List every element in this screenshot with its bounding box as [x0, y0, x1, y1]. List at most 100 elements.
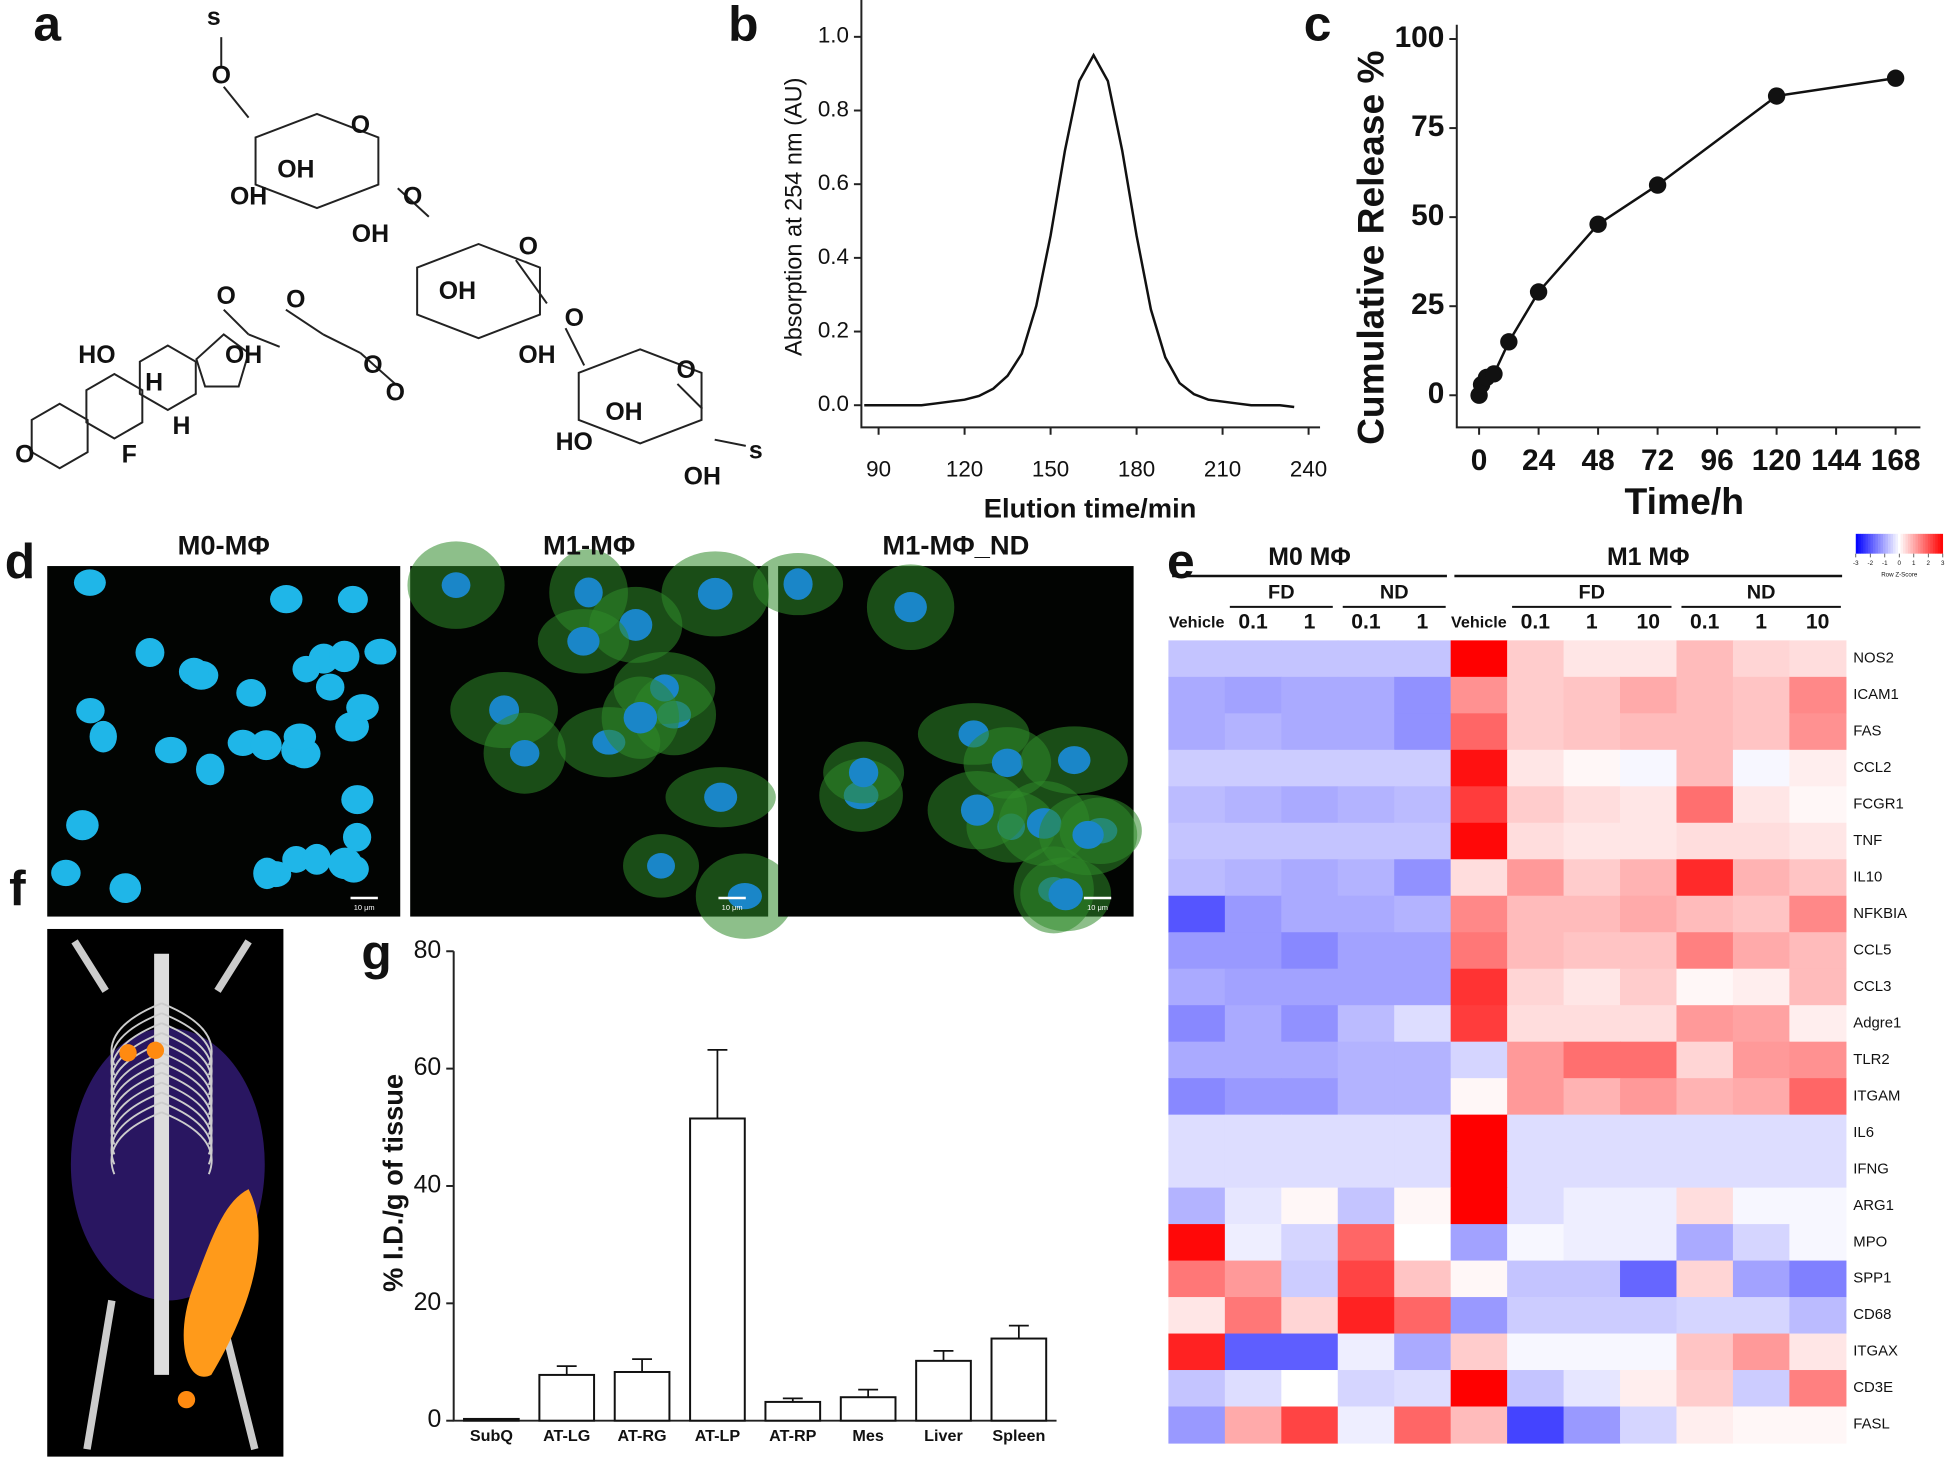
heatmap-cell: [1732, 1151, 1791, 1189]
heatmap-cell: [1676, 1151, 1734, 1189]
heatmap-cell: [1337, 1114, 1395, 1152]
axis: [860, 0, 1321, 429]
row-label: CD3E: [1853, 1380, 1893, 1396]
heatmap-cell: [1450, 749, 1508, 787]
heatmap-cell: [1168, 895, 1226, 933]
heatmap-cell: [1789, 1187, 1847, 1225]
heatmap-cell: [1507, 1297, 1565, 1335]
heatmap-cell: [1789, 640, 1847, 678]
nucleus: [135, 638, 165, 667]
row-label: CCL3: [1853, 979, 1891, 995]
data-point: [1589, 215, 1607, 233]
heatmap-cell: [1732, 1114, 1791, 1152]
x-tick-label: 144: [1811, 444, 1861, 477]
atom-label: OH: [518, 342, 555, 369]
heatmap-cell: [1620, 932, 1678, 970]
atom-label: OH: [684, 464, 721, 491]
colorbar-step: [1893, 533, 1896, 554]
heatmap-cell: [1789, 786, 1847, 824]
x-tick-label: 120: [946, 457, 983, 482]
nucleus: [236, 679, 267, 707]
heatmap-cell: [1676, 1297, 1734, 1335]
colorbar-tick-label: 2: [1927, 560, 1931, 567]
colorbar-step: [1915, 533, 1919, 554]
heatmap-cell: [1337, 968, 1395, 1006]
atom-label: HO: [556, 429, 593, 456]
y-tick-label: 0: [427, 1406, 441, 1433]
heatmap-cell: [1676, 1041, 1734, 1079]
colorbar-step: [1878, 533, 1881, 554]
x-tick-label: 72: [1641, 444, 1674, 477]
heatmap-cell: [1450, 1151, 1508, 1189]
atom-label: F: [122, 441, 137, 468]
heatmap-cell: [1337, 640, 1395, 678]
heatmap-cell: [1337, 1041, 1395, 1079]
colorbar-step: [1925, 533, 1929, 554]
heatmap-cell: [1732, 1370, 1791, 1408]
heatmap-cell: [1620, 1151, 1678, 1189]
heatmap-cell: [1224, 713, 1282, 751]
y-tick-label: 0.4: [818, 244, 849, 269]
heatmap-cell: [1732, 1297, 1791, 1335]
heatmap-cell: [1394, 1078, 1452, 1116]
heatmap-cell: [1394, 968, 1452, 1006]
heatmap-cell: [1563, 1114, 1621, 1152]
nucleus: [647, 853, 675, 879]
atom-label: s: [749, 438, 763, 465]
heatmap-cell: [1507, 1224, 1565, 1262]
bond: [285, 308, 324, 336]
x-tick-label: 210: [1204, 457, 1241, 482]
heatmap-cell: [1394, 1370, 1452, 1408]
bond: [322, 333, 361, 354]
heatmap-cell: [1450, 1041, 1508, 1079]
y-axis-label: Cumulative Release %: [1349, 51, 1391, 445]
heatmap-cell: [1281, 749, 1339, 787]
heatmap-cell: [1563, 1224, 1621, 1262]
heatmap-cell: [1450, 676, 1508, 714]
heatmap-cell: [1507, 1260, 1565, 1298]
heatmap-cell: [1394, 676, 1452, 714]
nucleus: [337, 585, 368, 614]
nucleus: [1072, 820, 1104, 849]
ring: [254, 112, 380, 210]
colorbar-tick-label: 0: [1898, 560, 1902, 567]
heatmap-cell: [1676, 713, 1734, 751]
error-bar: [1008, 1324, 1029, 1339]
atom-label: O: [386, 379, 405, 406]
bar: [839, 1396, 897, 1422]
heatmap-cell: [1620, 1297, 1678, 1335]
heatmap-cell: [1789, 1333, 1847, 1371]
atom-label: OH: [439, 278, 476, 305]
heatmap-cell: [1281, 786, 1339, 824]
heatmap-cell: [1620, 640, 1678, 678]
heatmap-cell: [1507, 640, 1565, 678]
heatmap-cell: [1168, 1114, 1226, 1152]
x-tick-label: 180: [1118, 457, 1155, 482]
y-tick-label: 1.0: [818, 23, 849, 48]
group-label: M1 MΦ: [1607, 544, 1690, 571]
heatmap-cell: [1732, 749, 1791, 787]
colorbar-step: [1855, 533, 1859, 554]
heatmap-cell: [1281, 1370, 1339, 1408]
micrograph-title: M1-MΦ_ND: [882, 530, 1029, 561]
heatmap-cell: [1224, 1260, 1282, 1298]
column-label: 0.1: [1351, 611, 1381, 634]
nucleus: [341, 785, 374, 815]
heatmap-cell: [1168, 1370, 1226, 1408]
colorbar-step: [1920, 533, 1924, 554]
heatmap-cell: [1394, 1151, 1452, 1189]
heatmap-cell: [1168, 1005, 1226, 1043]
error-bar: [556, 1365, 577, 1375]
nucleus: [509, 739, 540, 767]
nucleus: [253, 857, 281, 890]
heatmap-cell: [1789, 1224, 1847, 1262]
colorbar-step: [1940, 533, 1944, 554]
heatmap-cell: [1281, 713, 1339, 751]
heatmap-cell: [1676, 1187, 1734, 1225]
heatmap-cell: [1450, 1187, 1508, 1225]
subgroup-label: ND: [1747, 582, 1776, 604]
heatmap-cell: [1676, 786, 1734, 824]
nucleus: [342, 822, 372, 852]
heatmap-cell: [1507, 895, 1565, 933]
colorbar-tick-label: -3: [1853, 560, 1859, 567]
